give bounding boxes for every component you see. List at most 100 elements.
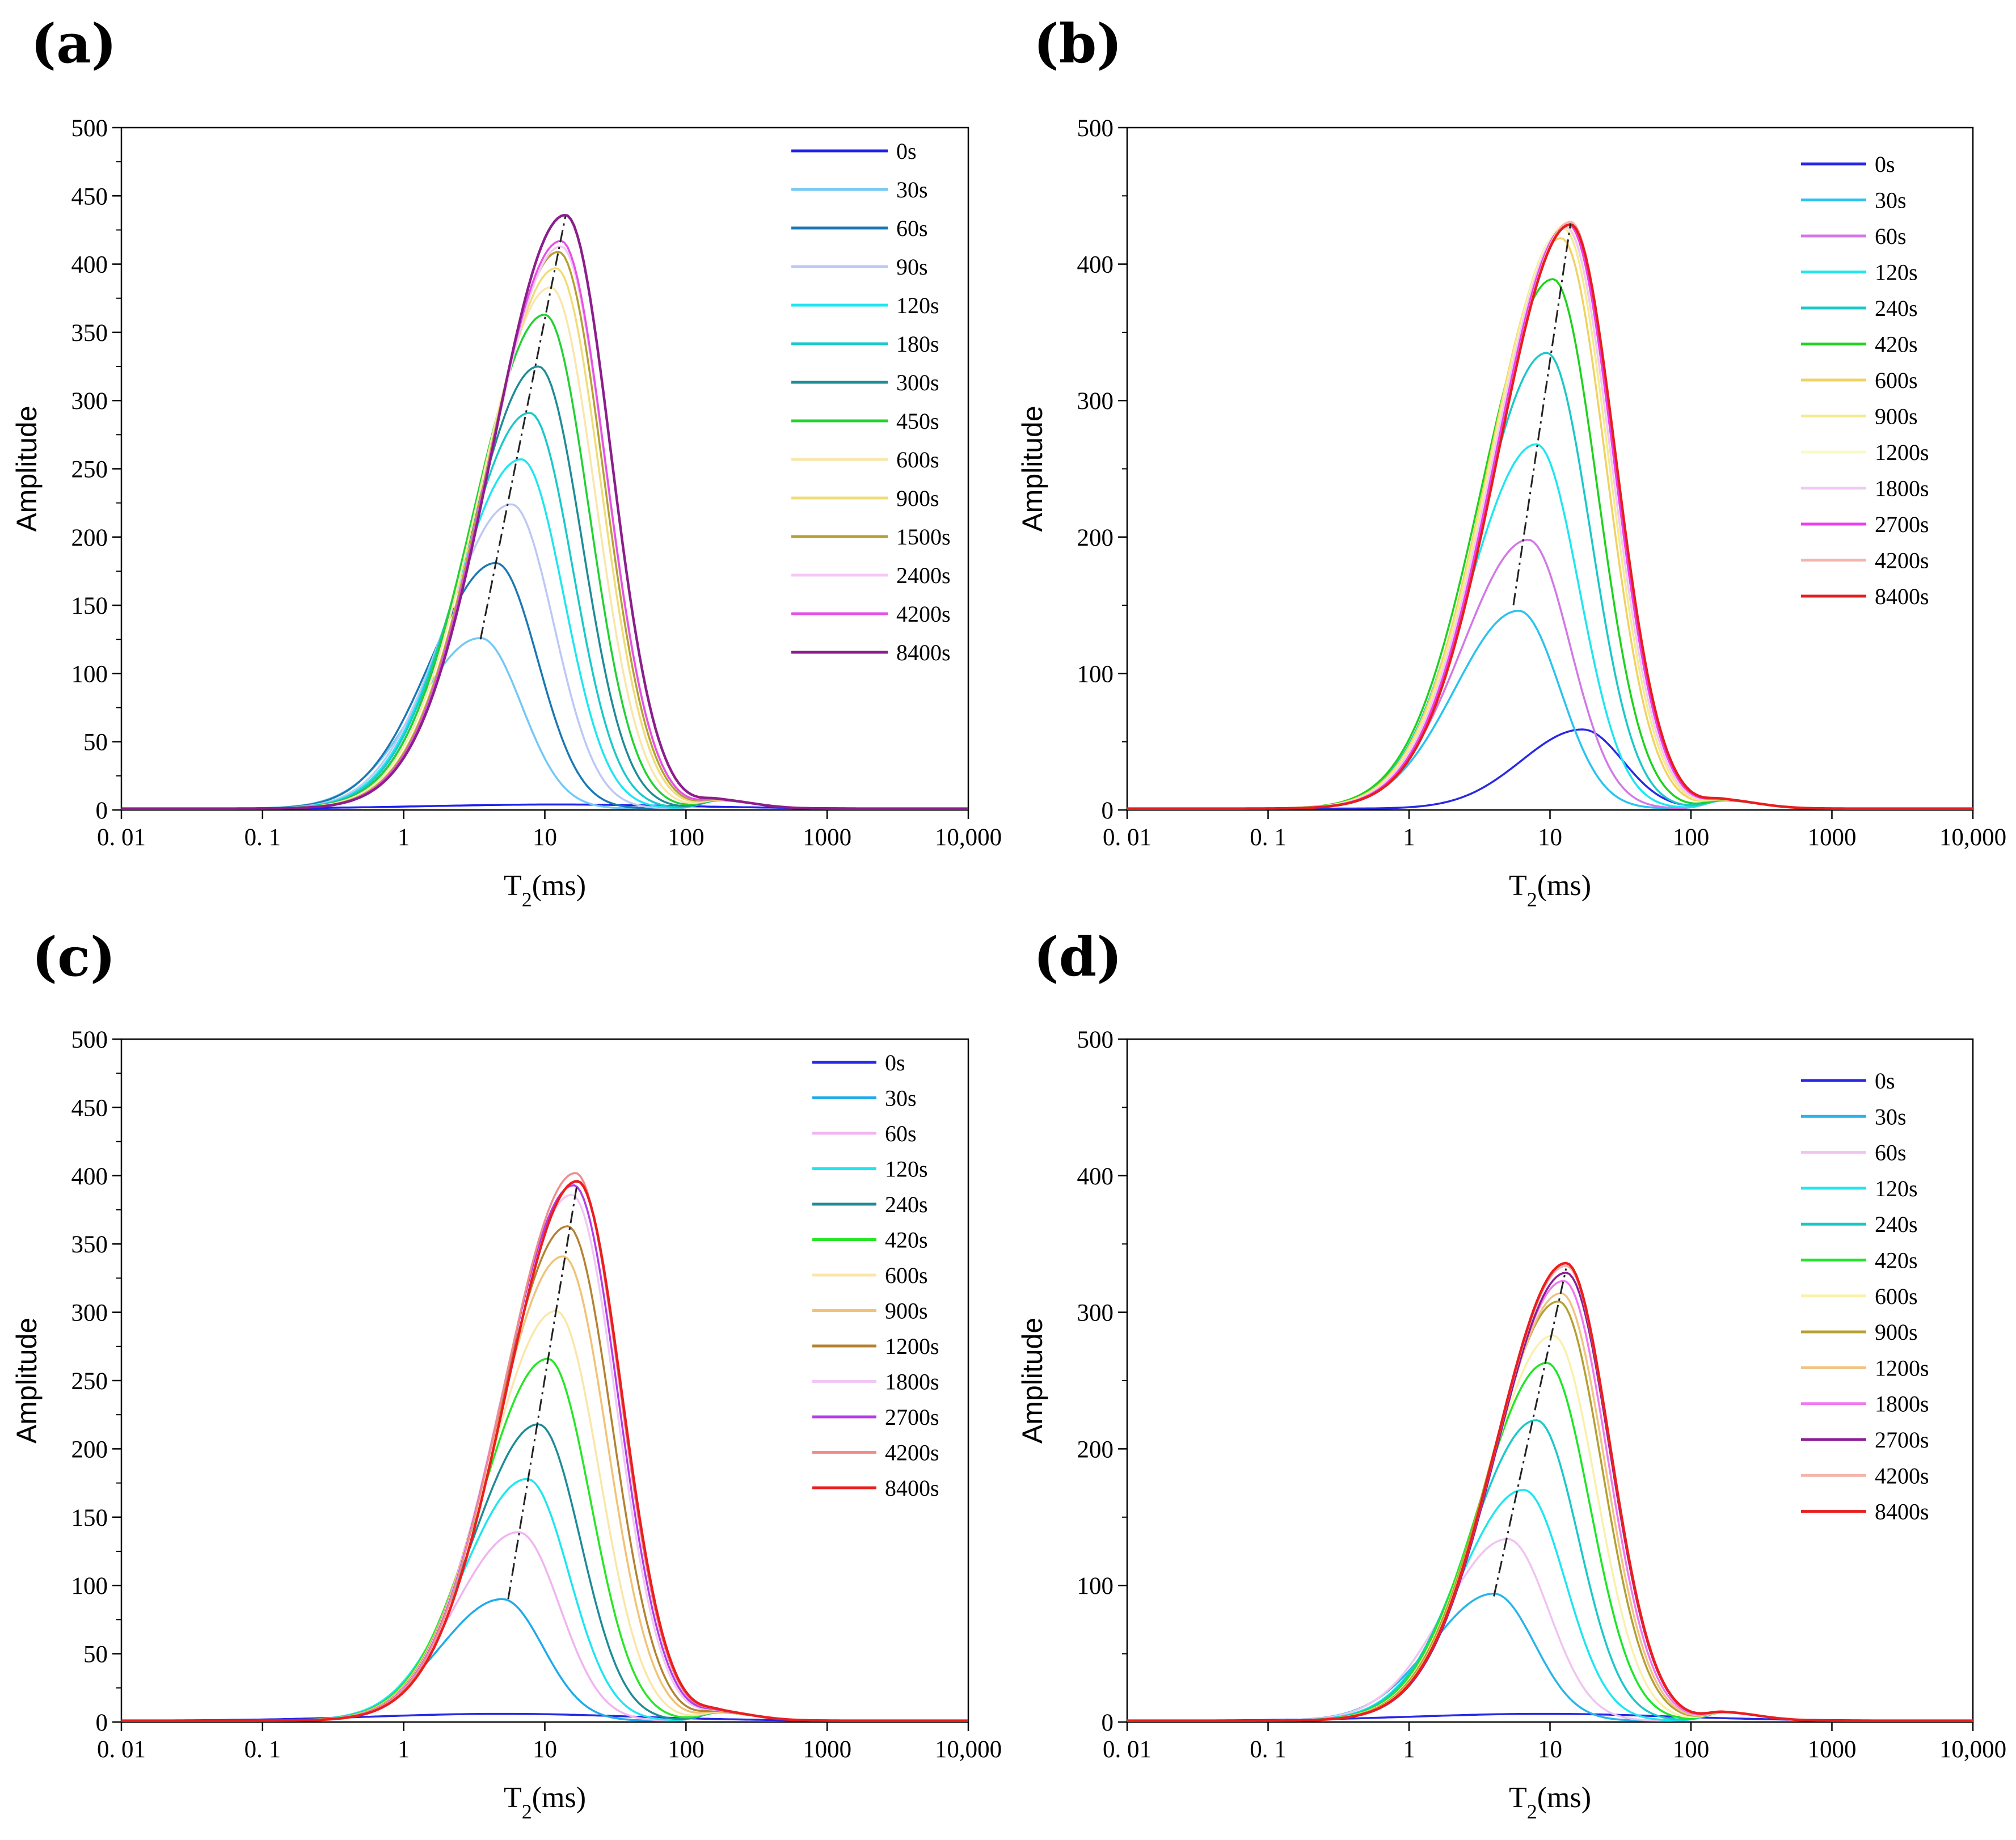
y-tick-label: 500 (71, 115, 108, 142)
series-line (121, 1598, 968, 1722)
legend-label: 0s (1875, 151, 1895, 177)
x-tick-label: 0. 01 (1103, 824, 1152, 851)
curves (121, 213, 968, 810)
y-tick-label: 300 (1077, 388, 1114, 415)
x-axis-title-sub: 2 (1527, 1800, 1537, 1823)
series-line (1127, 1488, 1973, 1722)
y-axis-title: Amplitude (1017, 406, 1048, 531)
curves (1127, 1261, 1973, 1722)
panel-letter: (d) (1034, 926, 1122, 989)
legend-label: 4200s (885, 1440, 939, 1466)
y-tick-label: 300 (71, 1300, 108, 1327)
series-line (121, 239, 968, 810)
plot-frame (120, 126, 969, 811)
legend-label: 120s (896, 293, 939, 318)
x-axis-title-main: T (1509, 1782, 1527, 1814)
y-tick-label: 50 (83, 1641, 108, 1668)
x-tick-label: 1 (398, 824, 410, 851)
legend-label: 600s (1875, 368, 1918, 393)
y-tick-label: 400 (71, 252, 108, 278)
legend-label: 60s (1875, 223, 1907, 249)
legend-label: 300s (896, 370, 939, 395)
x-tick-label: 1000 (1808, 1736, 1857, 1763)
peak-trend-line (507, 1182, 579, 1600)
y-axis-title: Amplitude (1017, 1318, 1048, 1444)
x-axis-title-main: T (504, 870, 522, 902)
legend-label: 600s (1875, 1284, 1918, 1309)
curves (1127, 221, 1973, 810)
y-tick-label: 0 (1102, 797, 1114, 824)
x-tick-label: 10,000 (935, 1736, 1002, 1763)
y-axis-title: Amplitude (11, 1318, 43, 1444)
y-tick-label: 0 (96, 1710, 108, 1736)
y-tick-label: 0 (1102, 1710, 1114, 1736)
y-tick-label: 0 (96, 797, 108, 824)
series-line (121, 1310, 968, 1722)
series-line (121, 1531, 968, 1722)
legend-label: 0s (896, 138, 917, 164)
panel-letter: (a) (31, 12, 116, 75)
x-tick-label: 10,000 (1939, 824, 2006, 851)
y-tick-label: 100 (71, 661, 108, 687)
series-line (1127, 1292, 1973, 1722)
legend: 0s 30s 60s 120s 240s 420s 600s 900s 1200s 1800s 27… (812, 1050, 939, 1501)
legend-label: 180s (896, 331, 939, 357)
x-axis-title-main: T (1509, 870, 1527, 902)
series-line (121, 313, 968, 810)
series-line (1127, 610, 1973, 810)
y-tick-label: 500 (1077, 1027, 1114, 1053)
series-line (1127, 223, 1973, 810)
series-line (121, 1172, 968, 1722)
legend: 0s 30s 60s 120s 240s 420s 600s 900s 1200s 1800s 27… (1801, 151, 1929, 609)
x-tick-label: 100 (1673, 824, 1710, 851)
series-line (1127, 1261, 1973, 1722)
legend-label: 8400s (885, 1475, 939, 1501)
x-axis-title-unit: (ms) (1537, 870, 1591, 902)
legend-label: 8400s (1875, 1499, 1929, 1525)
series-line (1127, 226, 1973, 810)
series-line (1127, 1334, 1973, 1722)
legend-label: 4200s (896, 601, 951, 627)
y-tick-label: 500 (1077, 115, 1114, 142)
x-axis-title: T2(ms) (1509, 1782, 1591, 1823)
legend-label: 1200s (1875, 440, 1929, 465)
legend-label: 1200s (885, 1333, 939, 1359)
x-tick-label: 1000 (803, 1736, 851, 1763)
x-tick-label: 1 (1403, 824, 1415, 851)
y-tick-label: 200 (71, 525, 108, 551)
series-line (121, 503, 968, 810)
legend-label: 30s (1875, 188, 1907, 213)
legend-label: 450s (896, 408, 939, 434)
x-tick-label: 0. 1 (244, 824, 281, 851)
legend-label: 900s (1875, 404, 1918, 429)
plot-frame (1126, 1038, 1974, 1723)
x-tick-label: 0. 1 (244, 1736, 281, 1763)
y-tick-label: 350 (71, 1231, 108, 1258)
legend-label: 4200s (1875, 1463, 1929, 1488)
series-line (1127, 443, 1973, 810)
x-tick-label: 1 (398, 1736, 410, 1763)
y-tick-label: 200 (71, 1436, 108, 1463)
x-tick-label: 100 (668, 824, 705, 851)
series-line (1127, 1538, 1973, 1722)
legend-label: 1800s (1875, 476, 1929, 501)
series-line (1127, 1264, 1973, 1722)
x-axis-title: T2(ms) (504, 1782, 586, 1823)
series-line (1127, 227, 1973, 810)
series-line (121, 245, 968, 810)
x-axis-title-unit: (ms) (532, 1782, 586, 1814)
peak-trend-line (479, 216, 567, 640)
legend-label: 30s (896, 177, 928, 202)
legend-label: 0s (885, 1050, 905, 1075)
legend-label: 600s (896, 447, 939, 472)
legend-label: 1500s (896, 524, 951, 550)
y-tick-label: 250 (71, 1368, 108, 1395)
x-tick-label: 0. 01 (97, 1736, 146, 1763)
legend-label: 900s (1875, 1319, 1918, 1345)
x-tick-label: 1000 (803, 824, 851, 851)
legend-label: 60s (896, 216, 928, 241)
series-line (1127, 1280, 1973, 1722)
x-tick-label: 0. 1 (1250, 1736, 1287, 1763)
legend-label: 1800s (1875, 1391, 1929, 1417)
